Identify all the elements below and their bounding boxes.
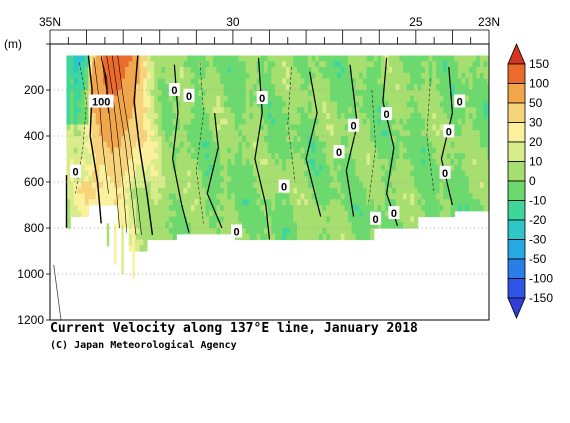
contour-label-bg <box>333 145 345 159</box>
colorbar-tick-label: 30 <box>529 116 543 130</box>
colorbar-tick-label: 50 <box>529 96 543 110</box>
contour-label-bg <box>454 94 466 108</box>
contour-label: 0 <box>457 97 463 109</box>
x-tick-label: 30 <box>226 15 240 29</box>
contour-label-bg <box>70 164 82 178</box>
colorbar-segment <box>507 102 526 123</box>
y-tick-label: 1200 <box>17 313 44 327</box>
contour-label-bg <box>88 94 114 108</box>
colorbar-tick-label: -50 <box>529 252 547 266</box>
contour-label-bg <box>439 165 451 179</box>
contour-label: 0 <box>373 214 379 226</box>
contour-label-bg <box>370 211 382 225</box>
contour-label: 0 <box>186 91 192 103</box>
colorbar-tick-label: -20 <box>529 213 547 227</box>
colorbar-tick-label: -10 <box>529 194 547 208</box>
y-tick-label: 1000 <box>17 267 44 281</box>
colorbar-tick-label: 100 <box>529 77 549 91</box>
colorbar-segment <box>507 180 526 201</box>
colorbar-segment <box>507 63 526 84</box>
colorbar-segment <box>507 219 526 240</box>
chart-title: Current Velocity along 137°E line, Janua… <box>50 321 418 336</box>
contour-label: 0 <box>171 85 177 97</box>
colorbar-min-extension <box>507 297 526 320</box>
colorbar-segment <box>507 200 526 221</box>
colorbar-tick-label: 0 <box>529 174 536 188</box>
contour-label: 0 <box>281 182 287 194</box>
velocity-field <box>66 55 489 279</box>
colorbar-segment <box>507 122 526 143</box>
contour-label-bg <box>348 118 360 132</box>
contour-label: 0 <box>446 126 452 138</box>
contour-label: 0 <box>234 227 240 239</box>
colorbar-tick-label: 150 <box>529 57 549 71</box>
y-axis: 200 400 600 800 1000 1200 <box>17 43 50 327</box>
x-tick-label: 25 <box>409 15 423 29</box>
colorbar-segment <box>507 161 526 182</box>
colorbar-segment <box>507 258 526 279</box>
y-unit-label: (m) <box>4 37 22 51</box>
colorbar-segment <box>507 278 526 299</box>
y-tick-label: 200 <box>24 83 44 97</box>
y-tick-label: 600 <box>24 175 44 189</box>
contour-label-bg <box>231 224 243 238</box>
colorbar-segment <box>507 83 526 104</box>
contour-label-bg <box>256 91 268 104</box>
contour-label: 0 <box>336 147 342 159</box>
contour-label: 0 <box>391 208 397 220</box>
contour-label: 0 <box>73 167 79 179</box>
contour-label: 0 <box>351 121 357 133</box>
contour-label-bg <box>168 83 180 96</box>
contour-label-bg <box>278 179 290 193</box>
contour-label-bg <box>183 88 195 102</box>
x-tick-label: 23N <box>478 15 500 29</box>
y-tick-label: 800 <box>24 221 44 235</box>
colorbar-segment <box>507 141 526 162</box>
contour-label: 0 <box>442 168 448 180</box>
colorbar-tick-label: -150 <box>529 291 553 305</box>
colorbar-tick-label: -30 <box>529 233 547 247</box>
colorbar-max-extension <box>507 42 526 65</box>
x-axis: 35N 30 25 23N <box>39 15 500 44</box>
contour-label: 100 <box>92 97 110 109</box>
x-tick-label: 35N <box>39 15 61 29</box>
colorbar-tick-label: 10 <box>529 155 543 169</box>
colorbar-tick-label: 20 <box>529 135 543 149</box>
colorbar-tick-label: -100 <box>529 272 553 286</box>
colorbar-segment <box>507 239 526 260</box>
contour-label: 0 <box>384 109 390 121</box>
chart-credit: (C) Japan Meteorological Agency <box>50 340 237 351</box>
contour-label-bg <box>443 124 455 138</box>
y-tick-label: 400 <box>24 129 44 143</box>
contour-label-bg <box>381 107 393 121</box>
contour-label-bg <box>388 206 400 220</box>
contour-label: 0 <box>259 93 265 105</box>
